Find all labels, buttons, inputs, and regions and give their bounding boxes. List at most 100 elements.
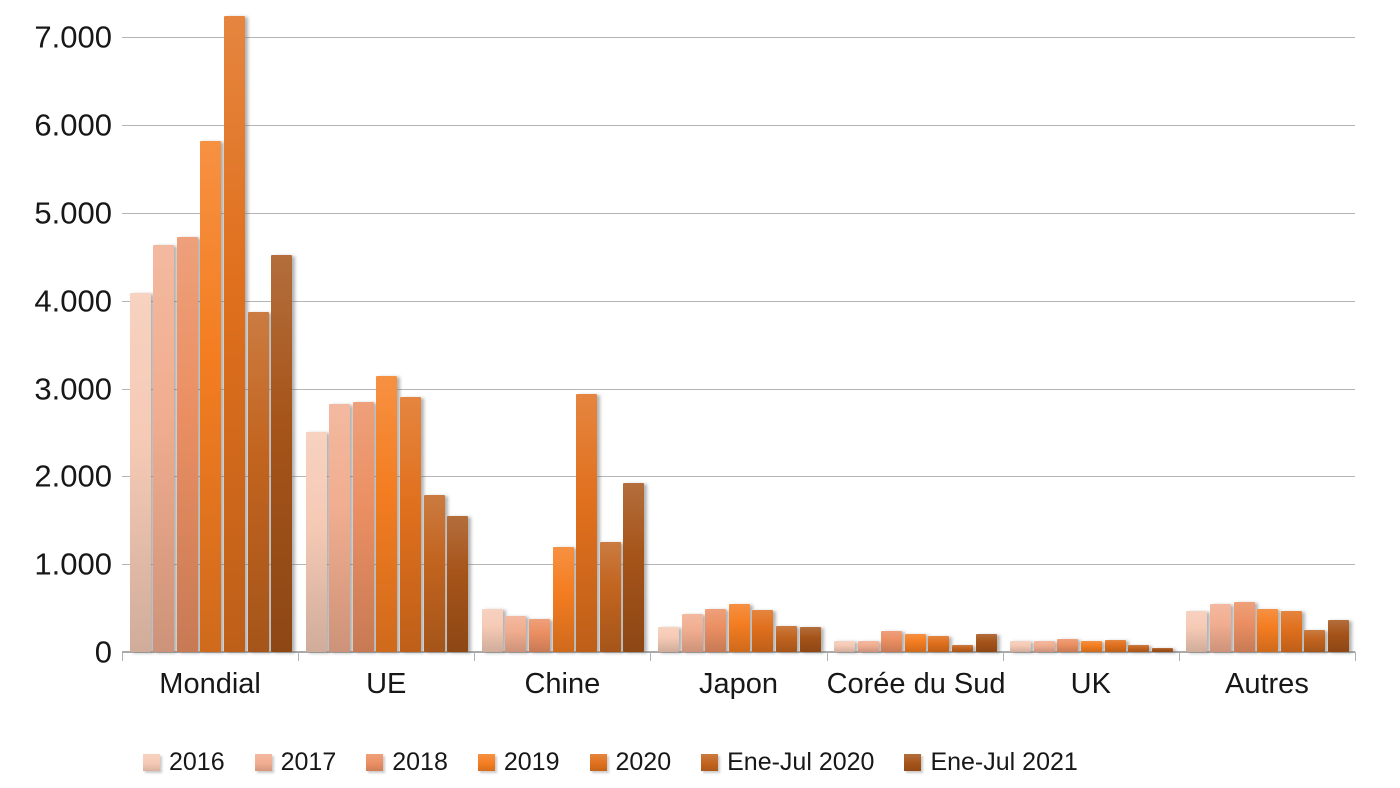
bar-uk-ene-jul-2021 [1151,648,1173,652]
x-axis-tick [122,652,123,661]
bar-japon-2018 [705,609,727,652]
legend-swatch-2020 [589,754,607,771]
bar-mondial-2016 [129,293,151,652]
bar-uk-2017 [1033,641,1055,652]
bar-ue-2017 [329,404,351,652]
x-axis-tick [1002,652,1004,661]
legend-swatch-ene-jul-2021 [904,754,922,771]
bar-autres-ene-jul-2021 [1327,620,1349,652]
x-axis-label-japon: Japon [698,668,778,700]
bar-mondial-ene-jul-2020 [247,312,269,652]
gridline-1000 [122,564,1355,566]
bar-autres-2017 [1209,604,1231,652]
legend-swatch-2016 [143,754,160,771]
bar-mondial-2017 [153,245,175,652]
legend-label-2017: 2017 [280,748,337,776]
x-axis-tick [826,652,828,661]
bar-uk-ene-jul-2020 [1128,645,1150,652]
bar-japon-2016 [657,627,679,652]
legend-item-2016: 2016 [143,748,225,777]
gridline-7000 [122,37,1355,39]
legend-label-2018: 2018 [392,748,448,776]
bar-ue-2018 [352,402,374,652]
bar-chine-2019 [552,547,574,652]
bar-chine-ene-jul-2021 [623,483,645,652]
legend-swatch-2018 [366,754,384,771]
x-axis-tick [298,652,300,661]
gridline-4000 [122,300,1355,302]
bar-chine-2020 [576,394,598,652]
gridline-2000 [122,476,1355,478]
bar-cor-e-du-sud-2020 [928,636,950,652]
x-axis-line [122,651,1355,653]
bar-japon-ene-jul-2020 [775,626,797,652]
gridline-5000 [122,213,1355,214]
bar-uk-2020 [1104,640,1126,652]
bar-japon-2017 [681,614,703,652]
bar-chine-2017 [505,616,527,652]
bar-ue-2019 [376,376,398,652]
legend-item-2020: 2020 [589,748,672,777]
legend-item-2017: 2017 [254,748,337,777]
bar-ue-2016 [305,432,327,652]
legend-item-2018: 2018 [366,748,448,777]
bar-chine-2016 [481,609,503,652]
bar-cor-e-du-sud-2016 [834,641,856,652]
legend-item-ene-jul-2021: Ene-Jul 2021 [904,748,1078,777]
y-axis-label-7000: 7.000 [34,19,112,55]
bar-uk-2016 [1010,641,1032,652]
y-axis-label-6000: 6.000 [34,107,112,143]
bar-chine-ene-jul-2020 [599,542,621,652]
y-axis-label-4000: 4.000 [34,283,112,319]
bar-japon-2019 [728,604,750,652]
bar-cor-e-du-sud-2017 [857,641,879,652]
bar-ue-ene-jul-2020 [423,495,445,652]
bar-autres-2016 [1186,611,1208,652]
bar-cor-e-du-sud-2019 [904,634,926,652]
y-axis-label-5000: 5.000 [34,195,112,231]
bar-uk-2019 [1081,641,1102,652]
legend-label-2020: 2020 [615,748,672,776]
x-axis-tick [1355,652,1356,661]
bar-mondial-2019 [200,141,222,652]
x-axis-label-mondial: Mondial [159,668,261,700]
y-axis-label-3000: 3.000 [34,371,112,407]
x-axis-label-autres: Autres [1225,668,1309,700]
bar-japon-2020 [752,610,774,652]
legend-label-2016: 2016 [169,748,225,776]
x-axis-label-ue: UE [366,668,407,700]
y-axis-label-0: 0 [94,634,112,670]
bar-autres-2020 [1280,611,1302,652]
legend-swatch-2019 [477,754,495,771]
x-axis-label-cor-e-du-sud: Corée du Sud [826,668,1006,700]
bar-chine-2018 [528,619,550,652]
gridline-3000 [122,388,1355,390]
chart-legend: 2016 2017 2018 2019 2020 Ene-Jul 2020 Ene-Jul … [143,748,1078,777]
bar-autres-2018 [1233,602,1255,652]
bar-autres-ene-jul-2020 [1304,630,1326,652]
bar-mondial-2020 [223,16,245,652]
x-axis-tick [1178,652,1180,661]
legend-label-ene-jul-2020: Ene-Jul 2020 [727,748,875,776]
x-axis-tick [474,652,476,661]
x-axis-label-uk: UK [1070,668,1111,700]
bar-cor-e-du-sud-ene-jul-2021 [975,634,997,652]
legend-label-2019: 2019 [503,748,560,776]
bar-autres-2019 [1257,609,1279,652]
gridline-6000 [122,125,1355,127]
legend-item-2019: 2019 [477,748,560,777]
bar-ue-ene-jul-2021 [447,516,469,652]
bar-cor-e-du-sud-2018 [881,631,903,652]
legend-swatch-2017 [254,754,272,771]
bar-mondial-2018 [176,237,198,652]
legend-item-ene-jul-2020: Ene-Jul 2020 [701,748,874,777]
bar-cor-e-du-sud-ene-jul-2020 [952,645,974,652]
bar-mondial-ene-jul-2021 [271,255,293,652]
bar-ue-2020 [400,397,422,652]
legend-label-ene-jul-2021: Ene-Jul 2021 [930,748,1078,776]
y-axis-label-2000: 2.000 [34,458,112,494]
y-axis-label-1000: 1.000 [34,546,112,582]
bar-japon-ene-jul-2021 [799,627,821,652]
